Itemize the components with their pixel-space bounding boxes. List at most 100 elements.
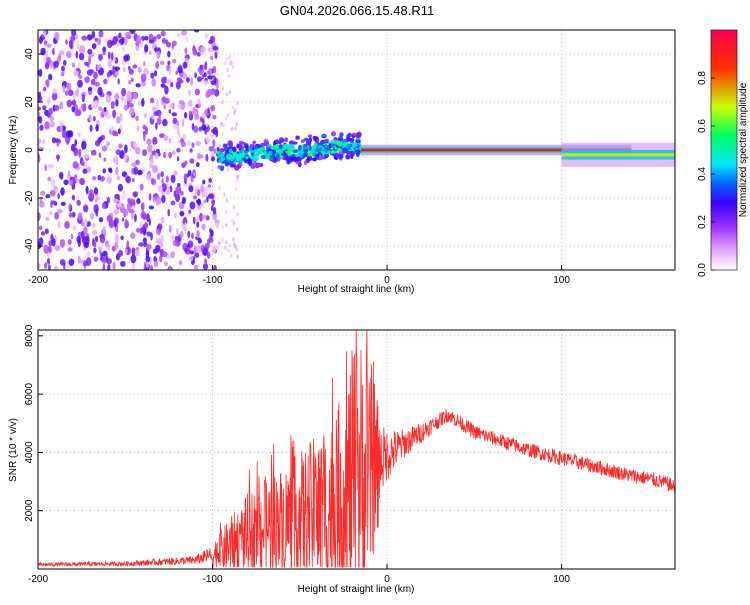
noise-mark [145,255,151,263]
noise-mark [60,65,65,72]
noise-mark [77,132,81,138]
noise-mark [161,178,164,185]
noise-mark [88,189,94,198]
noise-mark [93,71,98,80]
noise-mark [203,72,207,78]
noise-fringe-mark [228,90,231,95]
cluster-mark [321,133,327,139]
noise-mark [175,185,182,194]
cluster-mark [292,141,298,145]
noise-mark [141,36,145,41]
noise-mark [84,76,90,83]
noise-mark [151,178,157,186]
cluster-mark [276,153,280,159]
noise-mark [45,79,50,88]
cluster-mark [278,154,284,159]
spectrogram-x-label: Height of straight line (km) [298,284,415,295]
noise-mark [98,217,104,223]
noise-mark [154,70,158,77]
noise-mark [154,61,160,69]
snr-series-line [38,330,675,568]
noise-mark [175,193,181,203]
noise-fringe-mark [222,123,226,128]
cluster-mark [350,146,354,152]
noise-mark [39,36,43,44]
spectrogram-x-tick: 0 [384,275,390,286]
noise-mark [207,47,213,53]
noise-mark [115,99,119,107]
noise-mark [208,178,212,183]
noise-mark [123,104,129,111]
noise-fringe-mark [236,212,239,217]
noise-mark [98,246,103,251]
noise-mark [57,193,60,200]
colorbar-tick: 0.4 [697,167,708,181]
noise-mark [147,144,153,153]
noise-mark [138,242,145,247]
snr-x-label: Height of straight line (km) [298,584,415,595]
noise-mark [196,221,200,228]
noise-mark [75,87,79,97]
snr-frame [37,329,676,570]
noise-mark [42,139,45,144]
noise-mark [114,217,119,225]
noise-mark [205,153,209,162]
noise-mark [171,235,175,240]
noise-mark [191,142,195,149]
noise-mark [110,101,115,109]
noise-mark [212,114,217,120]
noise-mark [124,31,131,37]
noise-fringe-mark [216,72,220,77]
noise-fringe-mark [232,205,236,210]
noise-fringe-mark [221,225,225,230]
noise-mark [207,75,213,80]
noise-mark [187,230,191,239]
noise-mark [38,212,41,221]
cluster-mark [247,158,252,164]
noise-fringe-mark [221,131,224,136]
noise-mark [80,104,84,110]
cluster-mark [269,154,276,159]
noise-mark [208,186,211,194]
cluster-mark [272,144,278,151]
noise-mark [212,45,219,51]
noise-mark [106,258,112,265]
noise-mark [40,190,46,196]
noise-mark [162,118,168,127]
noise-mark [183,173,188,182]
colorbar-tick: 0.2 [697,215,708,229]
noise-mark [176,156,180,162]
noise-mark [184,112,188,119]
noise-mark [132,191,138,198]
noise-mark [94,140,101,147]
noise-mark [67,247,73,252]
noise-mark [168,151,173,159]
noise-mark [98,30,104,38]
noise-mark [61,129,67,139]
noise-mark [123,153,128,162]
noise-mark [47,163,54,169]
noise-mark [132,141,138,148]
noise-mark [115,166,119,176]
noise-mark [146,173,152,181]
noise-mark [181,30,188,36]
noise-mark [93,116,96,122]
noise-mark [202,247,209,257]
noise-fringe-mark [224,116,228,121]
noise-fringe-mark [226,167,230,172]
noise-mark [188,209,192,215]
noise-mark [160,234,164,243]
noise-mark [59,50,65,55]
noise-mark [54,245,61,251]
noise-mark [204,32,209,39]
noise-mark [144,36,149,41]
noise-mark [143,61,146,67]
noise-fringe-mark [218,143,221,148]
noise-mark [143,67,149,76]
noise-fringe-mark [218,186,221,191]
noise-fringe-mark [231,218,234,223]
noise-mark [76,235,81,244]
cluster-mark [285,155,291,162]
noise-mark [94,82,100,87]
noise-mark [134,213,137,223]
